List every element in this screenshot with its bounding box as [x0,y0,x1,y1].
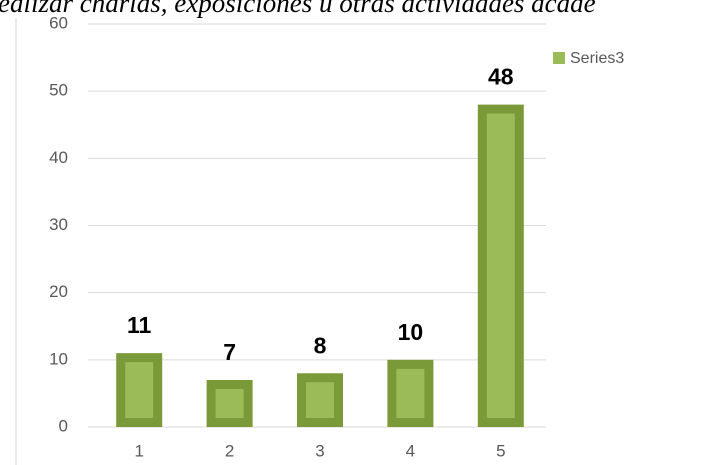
y-tick-label: 0 [59,416,68,435]
data-label: 11 [127,312,152,338]
y-tick-label: 50 [49,81,68,100]
data-label: 10 [398,319,424,345]
data-label: 7 [223,339,236,365]
bar [297,373,343,427]
x-tick-label: 1 [134,441,143,460]
y-tick-label: 20 [49,282,68,301]
legend-swatch [553,52,565,64]
legend-label: Series3 [570,50,624,67]
x-tick-label: 3 [315,441,324,460]
y-tick-label: 40 [49,148,68,167]
y-tick-label: 10 [49,349,68,368]
chart-title: ealizar charlas, exposiciones u otras ac… [0,0,596,18]
x-tick-label: 2 [225,441,234,460]
bar [477,104,524,427]
y-tick-label: 30 [49,215,68,234]
bar [206,379,253,428]
y-tick-label: 60 [49,13,68,32]
x-tick-label: 4 [406,441,415,460]
bar [387,359,434,428]
data-label: 8 [314,332,327,358]
bar [116,353,163,427]
x-tick-label: 5 [496,441,505,460]
data-label: 48 [488,64,514,90]
